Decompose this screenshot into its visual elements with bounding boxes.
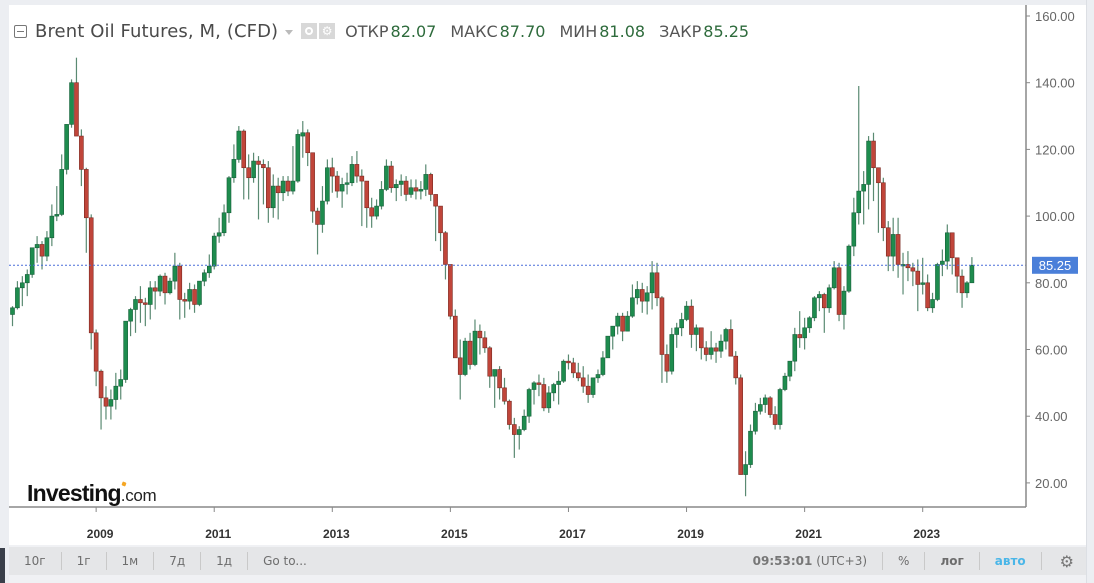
price-axis[interactable]: 160.00 140.00 120.00 100.00 80.00 60.00 40.00 2… <box>1026 9 1075 491</box>
range-1d-button[interactable]: 1д <box>201 552 249 570</box>
gear-icon[interactable]: ⚙ <box>319 23 336 39</box>
dropdown-caret-icon[interactable] <box>285 29 294 35</box>
eye-icon[interactable] <box>301 23 318 39</box>
window-edge <box>0 548 5 583</box>
time-tick-label: 2023 <box>913 527 940 541</box>
candles-layer <box>10 57 975 497</box>
close-label: ЗАКР <box>659 21 702 41</box>
svg-text:85.25: 85.25 <box>1039 258 1072 273</box>
price-tick-label: 120.00 <box>1035 142 1075 157</box>
clock: 09:53:01 (UTC+3) <box>738 552 884 570</box>
close-value: 85.25 <box>703 21 750 41</box>
open-value: 82.07 <box>390 21 437 41</box>
instrument-title[interactable]: Brent Oil Futures, M, (CFD) <box>35 20 279 42</box>
time-tick-label: 2011 <box>205 527 231 541</box>
goto-button[interactable]: Go to... <box>263 554 307 568</box>
range-10y-button[interactable]: 10г <box>9 552 62 570</box>
time-tick-label: 2017 <box>559 527 586 541</box>
time-tick-label: 2021 <box>795 527 822 541</box>
auto-scale-button[interactable]: авто <box>980 552 1042 570</box>
high-value: 87.70 <box>499 21 546 41</box>
settings-gear-icon[interactable]: ⚙ <box>1059 551 1074 571</box>
time-tick-label: 2013 <box>323 527 350 541</box>
right-edge-strip <box>1086 0 1094 583</box>
current-price-badge: 85.25 <box>1032 256 1078 274</box>
time-tick-label: 2019 <box>677 527 704 541</box>
collapse-icon[interactable] <box>14 24 27 38</box>
chart-panel <box>9 5 1086 545</box>
time-axis[interactable]: 2009 2011 2013 2015 2017 2019 2021 2023 <box>87 507 941 541</box>
range-7d-button[interactable]: 7д <box>154 552 202 570</box>
time-tick-label: 2015 <box>441 527 468 541</box>
chart-header: Brent Oil Futures, M, (CFD) ⚙ ОТКР 82.07… <box>14 18 763 44</box>
investing-logo[interactable]: Investing .com <box>27 480 157 506</box>
high-label: МАКС <box>450 21 498 41</box>
price-tick-label: 80.00 <box>1035 276 1068 291</box>
range-1m-button[interactable]: 1м <box>107 552 155 570</box>
open-label: ОТКР <box>345 21 389 41</box>
range-1y-button[interactable]: 1г <box>62 552 107 570</box>
price-tick-label: 140.00 <box>1035 76 1075 91</box>
low-label: МИН <box>559 21 598 41</box>
percent-scale-button[interactable]: % <box>883 552 926 570</box>
price-tick-label: 40.00 <box>1035 409 1068 424</box>
price-tick-label: 20.00 <box>1035 476 1068 491</box>
low-value: 81.08 <box>599 21 646 41</box>
time-tick-label: 2009 <box>87 527 114 541</box>
ohlc-summary: ОТКР 82.07 МАКС 87.70 МИН 81.08 ЗАКР 85.… <box>345 22 763 41</box>
price-tick-label: 160.00 <box>1035 9 1075 24</box>
candlestick-chart[interactable]: 160.00 140.00 120.00 100.00 80.00 60.00 40.00 2… <box>0 0 1094 545</box>
left-edge-strip <box>0 0 9 583</box>
log-scale-button[interactable]: лог <box>925 552 980 570</box>
price-tick-label: 100.00 <box>1035 209 1075 224</box>
bottom-toolbar: 10г 1г 1м 7д 1д Go to... 09:53:01 (UTC+3… <box>9 547 1086 575</box>
price-tick-label: 60.00 <box>1035 343 1068 358</box>
